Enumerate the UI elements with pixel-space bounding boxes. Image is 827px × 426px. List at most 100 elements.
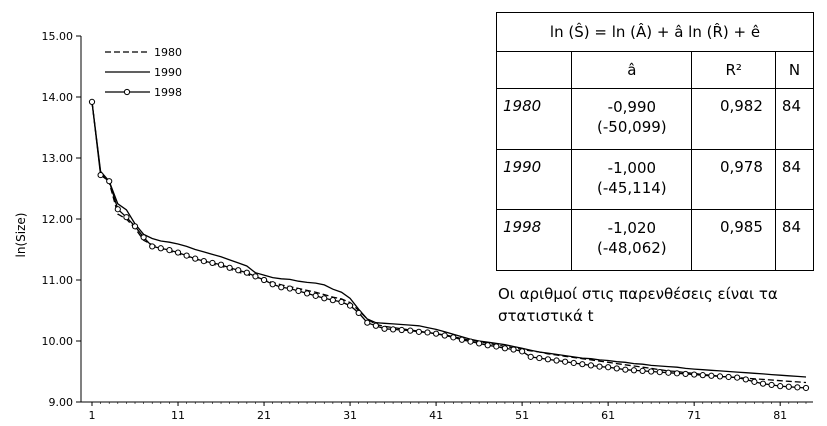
data-point-1998	[192, 255, 199, 262]
data-point-1998	[269, 281, 276, 288]
data-point-1998	[794, 384, 801, 391]
coef-value: -0,990	[607, 98, 657, 116]
tstat-value: (-45,114)	[597, 178, 667, 197]
y-tick-label: 11.00	[42, 274, 74, 287]
data-point-1998	[346, 302, 354, 309]
coef-value: -1,000	[607, 158, 657, 177]
data-point-1998	[217, 261, 225, 268]
data-point-1998	[157, 245, 164, 252]
data-point-1998	[725, 373, 732, 381]
data-point-1998	[286, 285, 293, 292]
data-point-1998	[106, 178, 113, 185]
legend: 1980 1990 1998	[105, 46, 182, 99]
data-point-1998	[691, 371, 698, 378]
data-point-1998	[235, 267, 242, 274]
x-tick-label: 41	[429, 409, 443, 422]
data-point-1998	[381, 325, 388, 332]
data-point-1998	[131, 223, 139, 230]
table-row: 1998 -1,020 (-48,062) 0,985 84	[495, 209, 815, 271]
data-point-1998	[398, 326, 405, 334]
tstat-value: (-50,099)	[597, 118, 667, 136]
row-coef: -1,020 (-48,062)	[571, 209, 693, 271]
data-point-1998	[665, 369, 672, 376]
row-n: 84	[774, 88, 815, 150]
data-point-1998	[312, 292, 319, 299]
series-group	[88, 98, 810, 392]
data-point-1998	[364, 319, 371, 326]
data-point-1998	[734, 374, 741, 381]
data-point-1998	[716, 373, 724, 380]
data-point-1998	[458, 336, 466, 343]
data-point-1998	[467, 338, 474, 345]
data-point-1998	[209, 259, 216, 267]
x-tick-label: 51	[515, 409, 529, 422]
data-point-1998	[708, 372, 715, 379]
data-point-1998	[639, 367, 646, 374]
header-coef: â	[571, 51, 693, 89]
data-point-1998	[622, 366, 629, 373]
data-point-1998	[742, 376, 749, 383]
data-point-1998	[114, 206, 121, 213]
data-point-1998	[123, 214, 130, 221]
legend-marker-1998	[123, 88, 131, 96]
row-r2: 0,982	[691, 88, 776, 150]
x-tick-label: 1	[89, 409, 96, 422]
y-tick-label: 12.00	[42, 213, 74, 226]
data-point-1998	[536, 354, 543, 362]
row-coef: -0,990 (-50,099)	[571, 88, 693, 150]
data-point-1998	[432, 330, 440, 337]
data-point-1998	[493, 343, 500, 350]
data-point-1998	[303, 290, 311, 297]
data-point-1998	[183, 252, 190, 259]
data-point-1998	[682, 370, 689, 378]
header-n: N	[774, 51, 815, 89]
coef-value: -1,020	[607, 219, 657, 238]
data-point-1998	[450, 334, 457, 341]
x-tick-label: 81	[773, 409, 787, 422]
table-row: 1980 -0,990 (-50,099) 0,982 84	[495, 88, 815, 150]
data-point-1998	[579, 361, 586, 368]
data-point-1998	[656, 369, 663, 376]
y-tick-label: 15.00	[42, 30, 74, 43]
series-line-1990	[91, 101, 807, 378]
x-tick-label: 31	[343, 409, 357, 422]
data-point-1998	[424, 329, 431, 336]
y-tick-label: 10.00	[42, 335, 74, 348]
x-tick-label: 11	[171, 409, 185, 422]
data-point-1998	[149, 243, 156, 250]
data-point-1998	[321, 295, 328, 302]
x-tick-label: 61	[601, 409, 615, 422]
tstat-value: (-48,062)	[597, 239, 667, 258]
data-point-1998	[630, 367, 638, 374]
data-point-1998	[97, 171, 104, 179]
legend-label-1980: 1980	[154, 46, 182, 59]
data-point-1998	[329, 297, 336, 304]
data-point-1998	[751, 378, 758, 385]
data-point-1998	[252, 273, 259, 280]
row-r2: 0,985	[691, 209, 776, 271]
data-point-1998	[613, 365, 620, 372]
table-row: 1990 -1,000 (-45,114) 0,978 84	[495, 148, 815, 211]
row-coef: -1,000 (-45,114)	[571, 148, 693, 211]
regression-equation: ln (Ŝ) = ln (Â) + â ln (R̂) + ê	[496, 12, 814, 52]
row-n: 84	[774, 209, 815, 271]
data-point-1998	[768, 381, 775, 389]
x-tick-label: 71	[687, 409, 701, 422]
header-r2: R²	[691, 51, 776, 89]
data-point-1998	[338, 298, 345, 306]
y-axis-label: ln(Size)	[14, 213, 28, 258]
data-point-1998	[501, 345, 509, 352]
data-point-1998	[587, 362, 595, 369]
row-year: 1998	[495, 209, 573, 271]
data-point-1998	[174, 249, 182, 256]
row-n: 84	[774, 148, 815, 211]
data-point-1998	[570, 359, 577, 367]
data-point-1998	[648, 368, 655, 375]
data-point-1998	[562, 358, 569, 365]
regression-table: ln (Ŝ) = ln (Â) + â ln (R̂) + ê â R² N 1…	[495, 12, 815, 271]
data-point-1998	[88, 98, 96, 105]
data-point-1998	[295, 287, 302, 295]
data-point-1998	[699, 372, 706, 379]
